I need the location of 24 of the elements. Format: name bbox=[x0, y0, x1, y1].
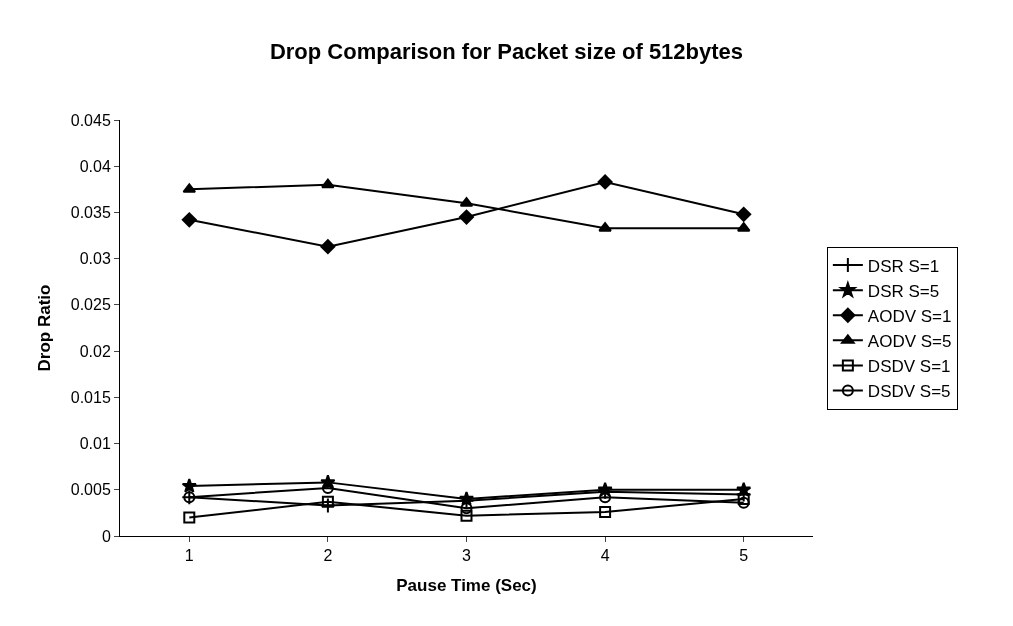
legend-label: AODV S=1 bbox=[867, 306, 952, 326]
legend-label: DSDV S=5 bbox=[867, 382, 951, 402]
x-tick-label: 3 bbox=[462, 547, 472, 565]
chart-title: Drop Comparison for Packet size of 512bytes bbox=[269, 39, 744, 65]
x-tick-label: 4 bbox=[600, 547, 610, 565]
x-axis-title: Pause Time (Sec) bbox=[396, 575, 537, 595]
y-tick-label: 0.03 bbox=[79, 250, 111, 268]
x-tick-label: 2 bbox=[323, 547, 333, 565]
y-tick-label: 0.035 bbox=[70, 204, 111, 222]
x-tick-label: 1 bbox=[184, 547, 194, 565]
text: 0 bbox=[101, 527, 111, 545]
y-axis-title: Drop Ratio bbox=[35, 284, 55, 372]
y-tick-label: 0.045 bbox=[70, 111, 111, 129]
y-tick-label: 0.01 bbox=[79, 435, 111, 453]
y-tick-label: 0.02 bbox=[79, 342, 111, 360]
legend-label: DSR S=1 bbox=[867, 256, 940, 276]
y-tick-label: 0.025 bbox=[70, 296, 111, 314]
x-tick-label: 5 bbox=[739, 547, 749, 565]
legend-label: DSR S=5 bbox=[867, 281, 940, 301]
y-tick-label: 0.04 bbox=[79, 157, 111, 175]
legend-label: DSDV S=1 bbox=[867, 357, 951, 377]
y-tick-label: 0.015 bbox=[70, 388, 111, 406]
y-tick-label: 0.005 bbox=[70, 481, 111, 499]
legend-label: AODV S=5 bbox=[867, 331, 952, 351]
